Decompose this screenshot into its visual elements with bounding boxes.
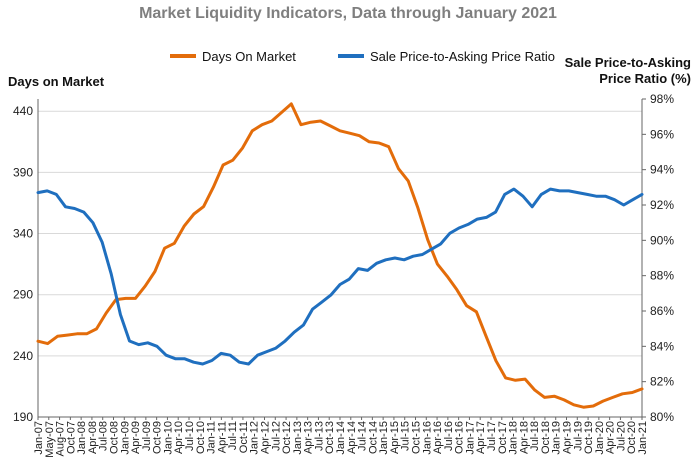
- y-right-tick-label: 84%: [650, 339, 674, 353]
- y-right-tick-label: 94%: [650, 163, 674, 177]
- x-tick-label: Apr-18: [518, 421, 530, 454]
- y-right-tick-label: 88%: [650, 269, 674, 283]
- sale-price-ratio-line: [36, 187, 644, 366]
- x-tick-label: Jul-18: [529, 421, 541, 451]
- x-tick-label: Apr-08: [87, 421, 99, 454]
- x-tick-label: Jan-10: [162, 421, 174, 455]
- x-tick-label: Apr-13: [303, 421, 315, 454]
- x-tick-label: Oct-10: [195, 421, 207, 454]
- series-lines: [36, 102, 644, 409]
- x-tick-label: Jan-11: [206, 421, 218, 454]
- x-tick-label: Jul-16: [443, 421, 455, 451]
- x-tick-label: Jan-18: [508, 421, 520, 455]
- x-tick-label: Oct-07: [65, 421, 77, 454]
- x-tick-label: Apr-17: [475, 421, 487, 454]
- x-tick-label: Oct-12: [281, 421, 293, 454]
- x-tick-label: May-07: [44, 421, 56, 458]
- y-left-tick-label: 340: [13, 227, 33, 241]
- x-tick-label: Oct-11: [238, 421, 250, 453]
- y-left-tick-label: 390: [13, 165, 33, 179]
- x-tick-label: Jan-08: [76, 421, 88, 455]
- x-tick-label: Jul-17: [486, 421, 498, 451]
- x-tick-label: Jan-13: [292, 421, 304, 455]
- x-tick-label: Jul-08: [98, 421, 110, 451]
- x-tick-label: Apr-09: [130, 421, 142, 454]
- y-right-tick-label: 80%: [650, 410, 674, 424]
- x-tick-label: Jan-20: [594, 421, 606, 455]
- y-right-tick-label: 96%: [650, 127, 674, 141]
- x-tick-label: Oct-17: [497, 421, 509, 454]
- x-tick-label: Jan-16: [421, 421, 433, 455]
- chart-title: Market Liquidity Indicators, Data throug…: [139, 5, 557, 22]
- x-tick-label: Apr-12: [260, 421, 272, 454]
- x-tick-label: Jul-15: [400, 421, 412, 451]
- y-left-axis-title: Days on Market: [8, 74, 105, 89]
- days-on-market-line: [36, 102, 644, 409]
- x-tick-label: Oct-08: [109, 421, 121, 454]
- x-tick-label: Jul-13: [313, 421, 325, 451]
- x-tick-label: Jul-14: [357, 421, 369, 451]
- y-right-tick-label: 92%: [650, 198, 674, 212]
- x-tick-label: Aug-07: [55, 421, 67, 456]
- y-left-tick-label: 240: [13, 349, 33, 363]
- x-tick-label: Jan-19: [551, 421, 563, 455]
- x-tick-label: Jan-21: [637, 421, 649, 455]
- x-tick-label: Apr-19: [562, 421, 574, 454]
- x-tick-label: Oct-14: [367, 421, 379, 454]
- x-tick-label: Oct-20: [626, 421, 638, 454]
- x-tick-label: Oct-09: [152, 421, 164, 454]
- x-tick-label: Jul-20: [615, 421, 627, 451]
- x-tick-label: Jan-07: [33, 421, 45, 455]
- x-tick-label: Jan-15: [378, 421, 390, 455]
- y-left-tick-label: 290: [13, 288, 33, 302]
- x-tick-label: Jul-11: [227, 421, 239, 450]
- x-tick-label: Oct-19: [583, 421, 595, 454]
- x-tick-label: Apr-14: [346, 421, 358, 454]
- legend: Days On Market Sale Price-to-Asking Price…: [170, 49, 555, 64]
- y-right-axis-title: Price Ratio (%): [599, 71, 691, 86]
- grid-lines: [38, 110, 642, 357]
- x-tick-label: Jan-14: [335, 421, 347, 455]
- y-left-tick-label: 190: [13, 410, 33, 424]
- x-tick-label: Oct-18: [540, 421, 552, 454]
- x-tick-label: Oct-15: [411, 421, 423, 454]
- x-tick-label: Jul-19: [572, 421, 584, 451]
- legend-label: Sale Price-to-Asking Price Ratio: [370, 49, 555, 64]
- x-tick-label: Apr-20: [605, 421, 617, 454]
- x-tick-label: Jul-10: [184, 421, 196, 451]
- x-tick-label: Jan-09: [119, 421, 131, 455]
- y-right-tick-label: 82%: [650, 375, 674, 389]
- y-right-axis-title: Sale Price-to-Asking: [565, 55, 691, 70]
- x-tick-label: Jan-12: [249, 421, 261, 455]
- x-tick-label: Apr-16: [432, 421, 444, 454]
- y-right-tick-label: 90%: [650, 233, 674, 247]
- axes: [37, 98, 646, 420]
- x-tick-label: Oct-13: [324, 421, 336, 454]
- x-tick-label: Apr-15: [389, 421, 401, 454]
- x-tick-label: Jul-09: [141, 421, 153, 451]
- y-left-tick-label: 440: [13, 104, 33, 118]
- x-tick-label: Apr-10: [173, 421, 185, 454]
- y-right-tick-label: 98%: [650, 92, 674, 106]
- x-tick-label: Jul-12: [270, 421, 282, 451]
- x-tick-label: Oct-16: [454, 421, 466, 454]
- axis-labels: 190 240 290 340 390 440 80% 82% 84% 86% 88% 90% 92% 9…: [8, 55, 691, 458]
- legend-label: Days On Market: [202, 49, 296, 64]
- x-tick-label: Jan-17: [464, 421, 476, 455]
- x-tick-label: Apr-11: [216, 421, 228, 453]
- y-right-tick-label: 86%: [650, 304, 674, 318]
